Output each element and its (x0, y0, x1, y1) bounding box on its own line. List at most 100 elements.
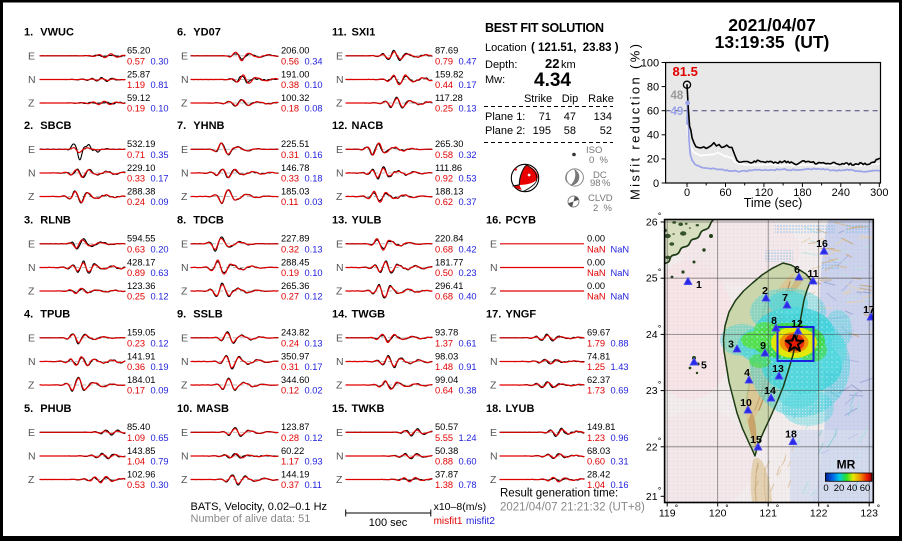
svg-text:123.36: 123.36 (127, 281, 155, 291)
svg-text:21: 21 (646, 491, 658, 503)
svg-text:Misfit reduction (%): Misfit reduction (%) (628, 44, 643, 200)
svg-text:0.38: 0.38 (281, 80, 299, 90)
svg-text:1.24: 1.24 (459, 433, 477, 443)
svg-text:Mw:: Mw: (485, 74, 505, 86)
svg-text:12: 12 (791, 318, 803, 330)
svg-text:0.18: 0.18 (281, 104, 299, 114)
svg-text:111.86: 111.86 (435, 163, 462, 173)
svg-text:1.: 1. (24, 27, 33, 39)
svg-text:195: 195 (533, 125, 551, 137)
svg-text:˚: ˚ (658, 324, 661, 336)
svg-text:5.55: 5.55 (435, 433, 453, 443)
svg-text:3.: 3. (24, 215, 33, 227)
svg-text:0.79: 0.79 (151, 457, 169, 467)
svg-text:10.: 10. (177, 403, 192, 415)
svg-text:18: 18 (785, 429, 797, 441)
svg-text:Z: Z (181, 380, 188, 392)
svg-text:0.47: 0.47 (459, 56, 477, 66)
svg-text:NaN: NaN (611, 268, 630, 278)
svg-text:0.35: 0.35 (151, 150, 169, 160)
svg-text:Time (sec): Time (sec) (744, 196, 803, 210)
svg-text:0.00: 0.00 (587, 257, 605, 267)
svg-text:50.57: 50.57 (435, 422, 458, 432)
svg-text:N: N (336, 168, 344, 180)
svg-text:99.04: 99.04 (435, 375, 458, 385)
svg-text:0.68: 0.68 (435, 292, 453, 302)
svg-text:Z: Z (28, 286, 35, 298)
svg-text:243.82: 243.82 (281, 328, 309, 338)
svg-text:12.: 12. (332, 120, 347, 132)
svg-text:0.08: 0.08 (305, 104, 323, 114)
svg-text:E: E (28, 238, 35, 250)
svg-text:0: 0 (684, 187, 690, 199)
svg-text:Z: Z (336, 286, 343, 298)
svg-text:Z: Z (181, 98, 188, 110)
svg-text:0.88: 0.88 (611, 338, 629, 348)
svg-text:0.38: 0.38 (459, 386, 477, 396)
svg-text:0 %: 0 % (589, 155, 609, 166)
svg-text:13.: 13. (332, 215, 347, 227)
svg-text:0.02: 0.02 (305, 386, 323, 396)
svg-text:2.: 2. (24, 120, 33, 132)
svg-text:6: 6 (794, 264, 800, 276)
svg-text:0.89: 0.89 (127, 268, 145, 278)
svg-text:0.12: 0.12 (151, 338, 169, 348)
svg-text:0.50: 0.50 (435, 268, 453, 278)
svg-text:100 sec: 100 sec (369, 517, 408, 529)
svg-text:60: 60 (647, 106, 659, 118)
svg-text:159.82: 159.82 (435, 69, 463, 79)
svg-text:E: E (28, 50, 35, 62)
svg-text:1: 1 (696, 279, 702, 291)
svg-text:188.13: 188.13 (435, 186, 463, 196)
svg-text:N: N (181, 168, 189, 180)
svg-text:misfit2: misfit2 (466, 516, 495, 527)
svg-text:˚: ˚ (658, 437, 661, 449)
svg-text:0.18: 0.18 (305, 174, 323, 184)
svg-text:159.05: 159.05 (127, 328, 155, 338)
svg-text:0.62: 0.62 (435, 197, 453, 207)
svg-text:74.81: 74.81 (587, 351, 610, 361)
svg-text:13:19:35 (UT): 13:19:35 (UT) (715, 32, 830, 52)
svg-text:0.88: 0.88 (435, 457, 453, 467)
svg-text:52: 52 (600, 125, 612, 137)
svg-text:0.17: 0.17 (127, 386, 145, 396)
svg-text:1.09: 1.09 (127, 433, 145, 443)
svg-text:Depth:: Depth: (485, 59, 517, 71)
svg-text:428.17: 428.17 (127, 257, 155, 267)
svg-text:93.78: 93.78 (435, 328, 458, 338)
svg-text:NaN: NaN (587, 244, 606, 254)
svg-text:49: 49 (671, 106, 684, 118)
svg-text:0.53: 0.53 (127, 480, 145, 490)
svg-text:0: 0 (823, 483, 828, 494)
svg-text:0.34: 0.34 (305, 56, 323, 66)
svg-text:20: 20 (647, 154, 659, 166)
svg-text:E: E (28, 427, 35, 439)
svg-text:4.: 4. (24, 309, 33, 321)
svg-text:14.: 14. (332, 309, 347, 321)
svg-text:100: 100 (641, 57, 659, 69)
svg-text:185.03: 185.03 (281, 186, 309, 196)
svg-text:YULB: YULB (352, 215, 382, 227)
svg-text:37.87: 37.87 (435, 469, 458, 479)
svg-text:( 121.51, 23.83 ): ( 121.51, 23.83 ) (531, 42, 619, 54)
svg-text:98.03: 98.03 (435, 351, 458, 361)
svg-text:81.5: 81.5 (673, 64, 698, 79)
svg-text:102.96: 102.96 (127, 469, 155, 479)
svg-text:532.19: 532.19 (127, 139, 155, 149)
svg-text:184.01: 184.01 (127, 375, 155, 385)
svg-text:Location: Location (485, 42, 527, 54)
svg-text:0.31: 0.31 (281, 362, 299, 372)
svg-text:344.60: 344.60 (281, 375, 309, 385)
svg-text:Z: Z (28, 380, 35, 392)
svg-text:Z: Z (181, 286, 188, 298)
svg-text:1.19: 1.19 (127, 80, 145, 90)
svg-text:23: 23 (646, 385, 658, 397)
svg-text:1.23: 1.23 (587, 433, 605, 443)
svg-text:13: 13 (772, 363, 784, 375)
svg-text:0.68: 0.68 (435, 244, 453, 254)
svg-text:4: 4 (744, 367, 750, 379)
svg-text:0.32: 0.32 (281, 244, 299, 254)
svg-text:2: 2 (762, 285, 768, 297)
svg-text:80: 80 (647, 81, 659, 93)
svg-text:146.78: 146.78 (281, 163, 309, 173)
